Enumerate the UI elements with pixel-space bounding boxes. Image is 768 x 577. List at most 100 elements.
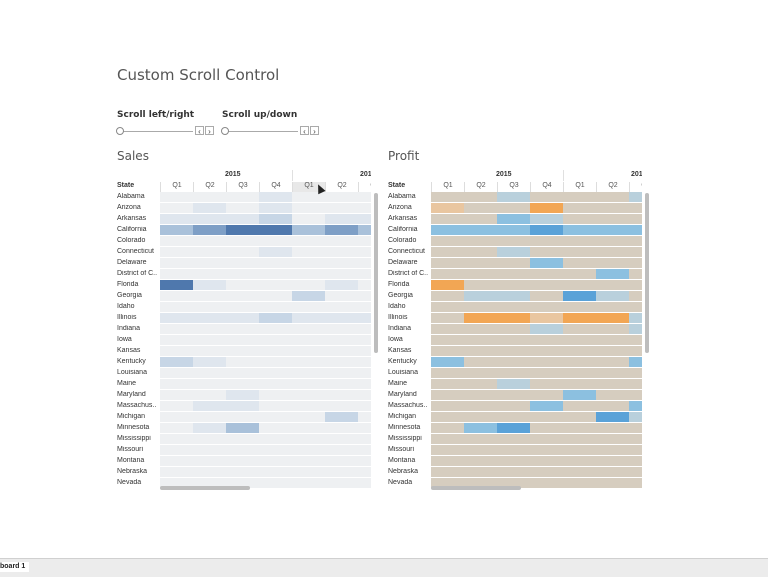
heatmap-cell[interactable] xyxy=(226,434,260,444)
heatmap-cell[interactable] xyxy=(497,401,531,411)
heatmap-cell[interactable] xyxy=(464,357,498,367)
heatmap-cell[interactable] xyxy=(292,225,326,235)
heatmap-cell[interactable] xyxy=(160,313,194,323)
heatmap-cell[interactable] xyxy=(431,214,465,224)
table-row[interactable]: Colorado xyxy=(117,236,371,247)
heatmap-cell[interactable] xyxy=(464,467,498,477)
heatmap-cell[interactable] xyxy=(629,478,642,488)
heatmap-cell[interactable] xyxy=(464,434,498,444)
heatmap-cell[interactable] xyxy=(431,324,465,334)
heatmap-cell[interactable] xyxy=(325,478,359,488)
table-row[interactable]: Nevada xyxy=(117,478,371,489)
table-row[interactable]: Louisiana xyxy=(117,368,371,379)
heatmap-cell[interactable] xyxy=(226,445,260,455)
heatmap-cell[interactable] xyxy=(431,302,465,312)
table-row[interactable]: Illinois xyxy=(388,313,642,324)
heatmap-cell[interactable] xyxy=(259,412,293,422)
heatmap-cell[interactable] xyxy=(325,280,359,290)
table-row[interactable]: Colorado xyxy=(388,236,642,247)
heatmap-cell[interactable] xyxy=(530,379,564,389)
heatmap-cell[interactable] xyxy=(431,192,465,202)
heatmap-cell[interactable] xyxy=(325,456,359,466)
scroll-left-right-track[interactable] xyxy=(119,131,193,132)
heatmap-cell[interactable] xyxy=(193,401,227,411)
heatmap-cell[interactable] xyxy=(292,324,326,334)
heatmap-cell[interactable] xyxy=(431,434,465,444)
heatmap-cell[interactable] xyxy=(596,335,630,345)
heatmap-cell[interactable] xyxy=(193,445,227,455)
heatmap-cell[interactable] xyxy=(497,434,531,444)
heatmap-cell[interactable] xyxy=(325,423,359,433)
table-row[interactable]: Louisiana xyxy=(388,368,642,379)
heatmap-cell[interactable] xyxy=(530,214,564,224)
heatmap-cell[interactable] xyxy=(292,478,326,488)
table-row[interactable]: Kentucky xyxy=(117,357,371,368)
heatmap-cell[interactable] xyxy=(226,368,260,378)
heatmap-cell[interactable] xyxy=(497,368,531,378)
profit-heatmap[interactable]: 20152016StateQ1Q2Q3Q4Q1Q2Q3AlabamaArizon… xyxy=(388,170,642,490)
heatmap-cell[interactable] xyxy=(193,291,227,301)
heatmap-cell[interactable] xyxy=(563,390,597,400)
heatmap-cell[interactable] xyxy=(596,324,630,334)
heatmap-cell[interactable] xyxy=(464,203,498,213)
heatmap-cell[interactable] xyxy=(325,390,359,400)
heatmap-cell[interactable] xyxy=(596,434,630,444)
profit-horizontal-scrollbar[interactable] xyxy=(431,486,521,490)
heatmap-cell[interactable] xyxy=(596,379,630,389)
quarter-header[interactable]: Q1 xyxy=(292,182,325,192)
heatmap-cell[interactable] xyxy=(497,302,531,312)
heatmap-cell[interactable] xyxy=(259,390,293,400)
heatmap-cell[interactable] xyxy=(325,445,359,455)
table-row[interactable]: Kentucky xyxy=(388,357,642,368)
heatmap-cell[interactable] xyxy=(193,357,227,367)
heatmap-cell[interactable] xyxy=(226,247,260,257)
heatmap-cell[interactable] xyxy=(596,478,630,488)
table-row[interactable]: Connecticut xyxy=(388,247,642,258)
heatmap-cell[interactable] xyxy=(226,390,260,400)
heatmap-cell[interactable] xyxy=(563,401,597,411)
heatmap-cell[interactable] xyxy=(259,291,293,301)
heatmap-cell[interactable] xyxy=(292,379,326,389)
heatmap-cell[interactable] xyxy=(563,478,597,488)
heatmap-cell[interactable] xyxy=(530,302,564,312)
heatmap-cell[interactable] xyxy=(530,203,564,213)
quarter-header[interactable]: Q1 xyxy=(160,182,193,192)
heatmap-cell[interactable] xyxy=(464,291,498,301)
heatmap-cell[interactable] xyxy=(259,379,293,389)
table-row[interactable]: Nevada xyxy=(388,478,642,489)
heatmap-cell[interactable] xyxy=(292,357,326,367)
heatmap-cell[interactable] xyxy=(497,335,531,345)
heatmap-cell[interactable] xyxy=(596,291,630,301)
quarter-header[interactable]: Q1 xyxy=(563,182,596,192)
heatmap-cell[interactable] xyxy=(160,335,194,345)
heatmap-cell[interactable] xyxy=(226,467,260,477)
heatmap-cell[interactable] xyxy=(464,335,498,345)
heatmap-cell[interactable] xyxy=(193,467,227,477)
heatmap-cell[interactable] xyxy=(292,445,326,455)
heatmap-cell[interactable] xyxy=(358,291,371,301)
heatmap-cell[interactable] xyxy=(358,236,371,246)
heatmap-cell[interactable] xyxy=(431,423,465,433)
heatmap-cell[interactable] xyxy=(160,423,194,433)
table-row[interactable]: Alabama xyxy=(388,192,642,203)
table-row[interactable]: Indiana xyxy=(117,324,371,335)
state-column-header[interactable]: State xyxy=(117,182,135,189)
heatmap-cell[interactable] xyxy=(431,390,465,400)
heatmap-cell[interactable] xyxy=(629,258,642,268)
heatmap-cell[interactable] xyxy=(431,368,465,378)
heatmap-cell[interactable] xyxy=(629,445,642,455)
heatmap-cell[interactable] xyxy=(358,390,371,400)
heatmap-cell[interactable] xyxy=(629,346,642,356)
heatmap-cell[interactable] xyxy=(292,247,326,257)
heatmap-cell[interactable] xyxy=(629,236,642,246)
heatmap-cell[interactable] xyxy=(160,357,194,367)
heatmap-cell[interactable] xyxy=(497,379,531,389)
heatmap-cell[interactable] xyxy=(325,412,359,422)
heatmap-cell[interactable] xyxy=(160,401,194,411)
heatmap-cell[interactable] xyxy=(629,379,642,389)
heatmap-cell[interactable] xyxy=(259,368,293,378)
heatmap-cell[interactable] xyxy=(563,214,597,224)
heatmap-cell[interactable] xyxy=(464,269,498,279)
heatmap-cell[interactable] xyxy=(629,302,642,312)
heatmap-cell[interactable] xyxy=(193,302,227,312)
